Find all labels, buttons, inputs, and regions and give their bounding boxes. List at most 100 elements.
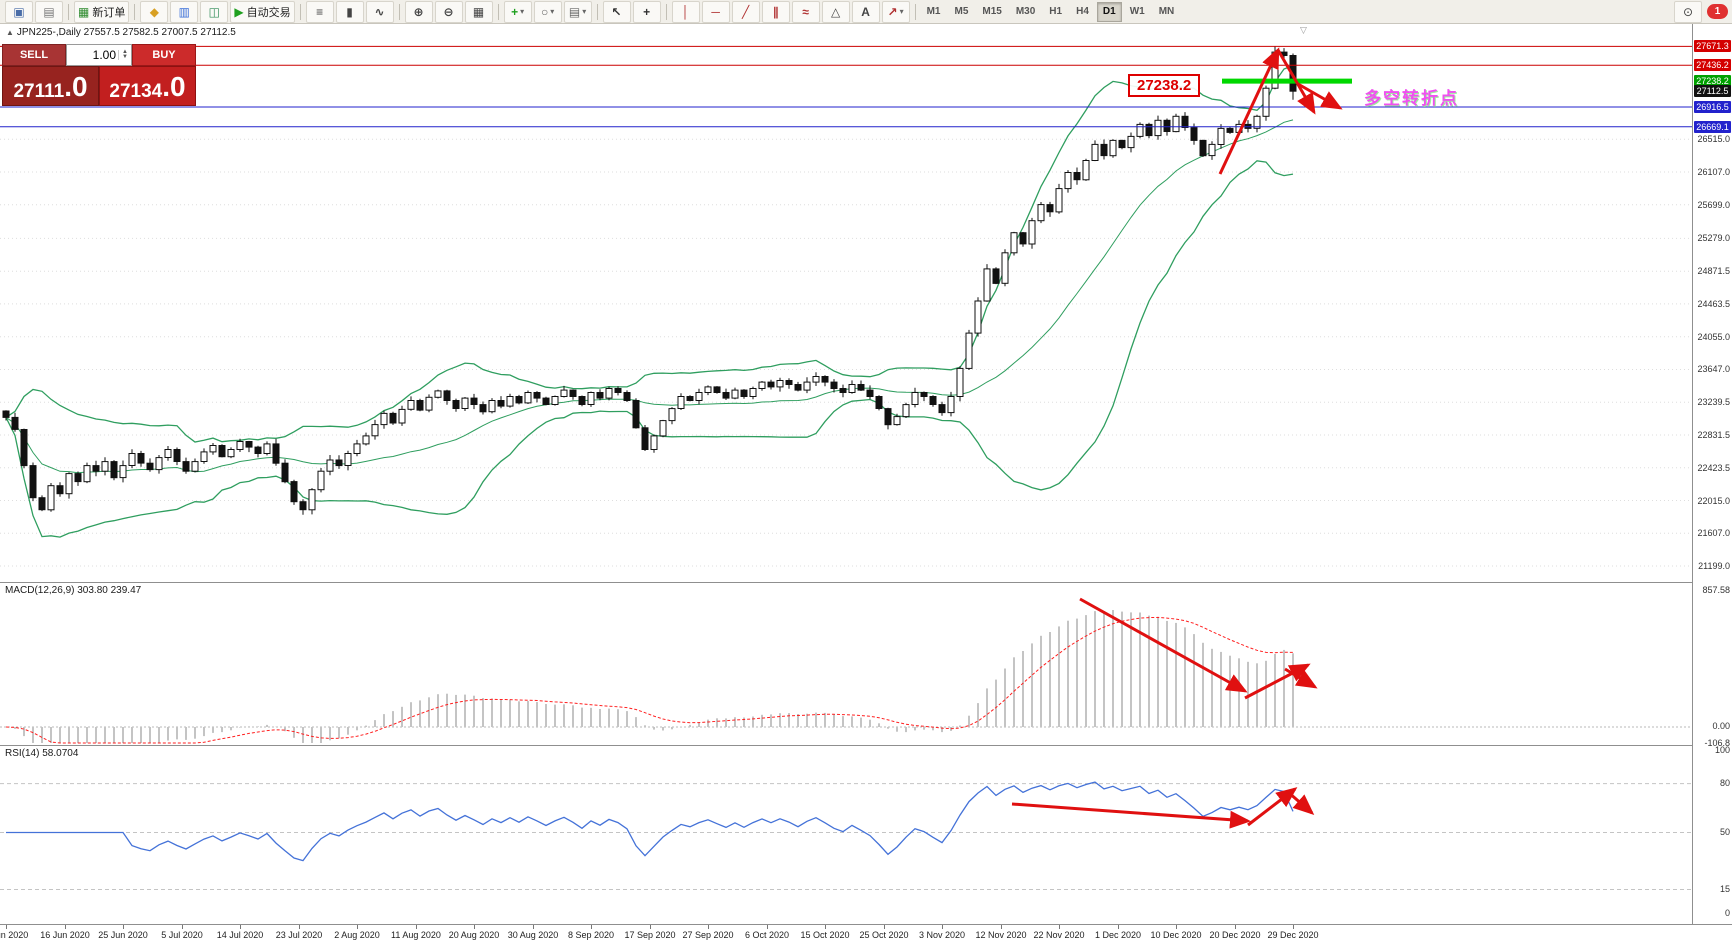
text-tool-icon: A <box>861 4 870 19</box>
price-callout-label[interactable]: 27238.2 <box>1128 74 1201 97</box>
trend-arrow[interactable] <box>1079 597 1248 693</box>
candle-body <box>1253 115 1261 129</box>
candle-body <box>884 408 892 426</box>
zoom-out-button[interactable]: ⊖ <box>434 0 463 23</box>
candle-body <box>443 390 451 401</box>
date-label: 1 Dec 2020 <box>1094 930 1142 940</box>
period-settings-icon: ○ <box>540 4 549 19</box>
macd-axis-label: 0.00 <box>1712 721 1730 731</box>
main-chart-panel[interactable]: ▲ JPN225-,Daily 27557.5 27582.5 27007.5 2… <box>0 24 1692 582</box>
candle-body <box>857 384 865 391</box>
new-order-button[interactable]: ▦ 新订单 <box>74 0 130 23</box>
trend-arrow[interactable] <box>1247 787 1298 827</box>
price-badge[interactable]: 27436.2 <box>1694 59 1731 71</box>
fibonacci-button[interactable]: ≈ <box>791 0 820 23</box>
candle-body <box>1109 139 1117 157</box>
vertical-line-button[interactable]: │ <box>671 0 700 23</box>
candle-body <box>398 408 406 424</box>
trend-arrow[interactable] <box>1011 802 1251 829</box>
candle-body <box>515 396 523 404</box>
fibonacci-icon: ≈ <box>802 4 809 19</box>
candle-body <box>1190 127 1198 141</box>
main-chart[interactable] <box>0 24 1692 582</box>
metaeditor-button[interactable]: ◆ <box>140 0 169 23</box>
timeframe-h4-button[interactable]: H4 <box>1076 6 1089 17</box>
lot-stepper[interactable]: ▲ ▼ <box>118 49 131 60</box>
bar-chart-mode-button[interactable]: ≡ <box>305 0 334 23</box>
timeframe-mn-button[interactable]: MN <box>1158 6 1175 17</box>
candle-body <box>461 397 469 410</box>
date-label: 27 Sep 2020 <box>682 930 734 940</box>
candle-body <box>425 396 433 411</box>
navigator-button[interactable]: ◫ <box>200 0 229 23</box>
price-badge[interactable]: 27671.3 <box>1694 40 1731 52</box>
autotrading-button[interactable]: ▶ 自动交易 <box>230 0 295 23</box>
turning-point-label[interactable]: 多空转折点 <box>1364 89 1459 108</box>
timeframe-m5-button[interactable]: M5 <box>954 6 969 17</box>
timeframe-m15-button[interactable]: M15 <box>982 6 1002 17</box>
macd-signal-line <box>5 616 1294 744</box>
market-watch-button[interactable]: ▥ <box>170 0 199 23</box>
buy-button[interactable]: BUY <box>132 44 196 66</box>
crosshair-button[interactable]: + <box>632 0 661 23</box>
timeframe-d1-button[interactable]: D1 <box>1096 1 1122 22</box>
horizontal-line-button[interactable]: ─ <box>701 0 730 23</box>
trendline-button[interactable]: ╱ <box>731 0 760 23</box>
sell-price-display[interactable]: 27111.0 <box>2 66 99 106</box>
candle-body <box>830 381 838 390</box>
chart-profiles-button[interactable]: ▤ <box>35 0 63 23</box>
timeframe-w1-button[interactable]: W1 <box>1129 6 1145 17</box>
trend-arrow[interactable] <box>1297 82 1343 110</box>
trend-arrow[interactable] <box>1284 667 1318 689</box>
templates-button[interactable]: ▤ ▾ <box>563 0 592 23</box>
equidistant-channel-button[interactable]: ∥ <box>761 0 790 23</box>
price-axis-label: 22831.5 <box>1697 430 1730 440</box>
stepper-down-icon[interactable]: ▼ <box>122 54 128 60</box>
tile-windows-button[interactable]: ▦ <box>464 0 493 23</box>
trend-arrow[interactable] <box>1244 663 1311 700</box>
rsi-panel[interactable]: RSI(14) 58.0704 <box>0 745 1692 924</box>
candle-body <box>263 443 271 454</box>
search-icon: ⊙ <box>1682 4 1694 19</box>
trend-arrow[interactable] <box>1287 790 1315 815</box>
shapes-button[interactable]: △ <box>821 0 850 23</box>
trend-arrow[interactable] <box>1276 49 1316 115</box>
lot-size-input[interactable] <box>67 47 118 63</box>
chart-shift-marker[interactable]: ▽ <box>1300 25 1307 35</box>
cursor-button[interactable]: ↖ <box>602 0 631 23</box>
sell-button[interactable]: SELL <box>2 44 66 66</box>
candlestick-mode-button[interactable]: ▮ <box>335 0 364 23</box>
macd-panel[interactable]: MACD(12,26,9) 303.80 239.47 <box>0 582 1692 745</box>
candle-body <box>740 389 748 398</box>
candle-body <box>506 396 514 407</box>
date-axis[interactable]: 8 Jun 2020 16 Jun 2020 25 Jun 2020 5 Jul 20… <box>0 924 1732 946</box>
price-axis[interactable]: 26515.0 26107.0 25699.0 25279.0 24871.5 24463… <box>1692 24 1732 924</box>
trend-arrow[interactable] <box>1218 47 1280 175</box>
period-settings-button[interactable]: ○ ▾ <box>533 0 562 23</box>
timeframe-h1-button[interactable]: H1 <box>1049 6 1063 17</box>
price-badge[interactable]: 26916.5 <box>1694 101 1731 113</box>
text-tool-button[interactable]: A <box>851 0 880 23</box>
search-button[interactable]: ⊙ <box>1674 0 1702 23</box>
indicators-button[interactable]: + ▾ <box>503 0 532 23</box>
rsi-chart[interactable] <box>0 746 1692 924</box>
line-chart-mode-button[interactable]: ∿ <box>365 0 394 23</box>
date-tick <box>357 925 358 929</box>
price-badge[interactable]: 27238.2 <box>1694 75 1731 87</box>
timeframe-m30-button[interactable]: M30 <box>1015 6 1036 17</box>
price-badge[interactable]: 26669.1 <box>1694 121 1731 133</box>
zoom-in-button[interactable]: ⊕ <box>404 0 433 23</box>
lot-size-field[interactable]: ▲ ▼ <box>66 44 132 66</box>
stepper-up-icon[interactable]: ▲ <box>122 49 128 55</box>
date-label: 16 Jun 2020 <box>40 930 90 940</box>
candle-body <box>1226 127 1234 133</box>
candles-series <box>2 46 1297 515</box>
candle-body <box>326 459 334 472</box>
notification-badge[interactable]: 1 <box>1707 4 1728 19</box>
new-chart-button[interactable]: ▣ <box>5 0 33 23</box>
buy-price-display[interactable]: 27134.0 <box>99 66 196 106</box>
candle-body <box>1037 204 1045 222</box>
arrows-tool-button[interactable]: ↗ ▾ <box>881 0 910 23</box>
timeframe-m1-button[interactable]: M1 <box>926 6 941 17</box>
macd-chart[interactable] <box>0 583 1692 745</box>
